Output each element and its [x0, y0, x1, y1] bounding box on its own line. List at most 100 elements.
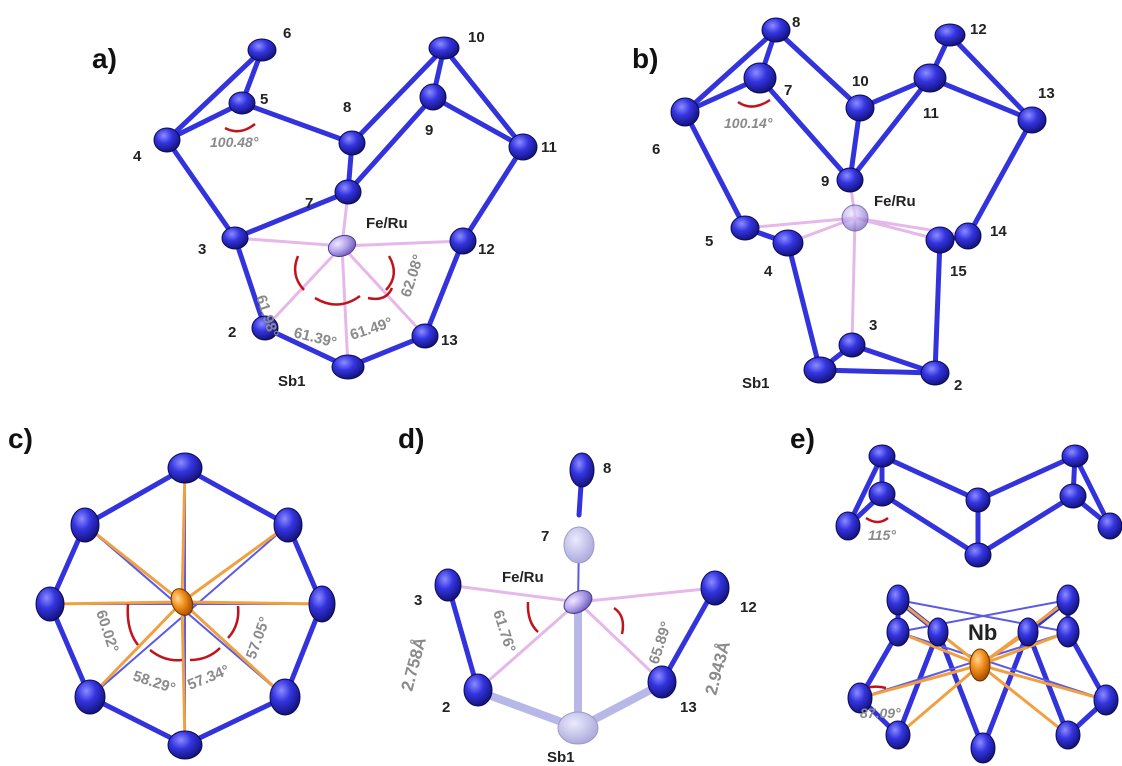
metal-atom [841, 204, 869, 232]
angle-label: 87.09° [860, 705, 901, 721]
atom [569, 452, 595, 488]
atom [411, 323, 439, 349]
atom [449, 227, 477, 255]
metal-label: Nb [968, 620, 997, 645]
panel-c-arcs [126, 603, 240, 662]
atom-label: 12 [740, 599, 757, 616]
atom [434, 568, 462, 602]
atom-label: 7 [541, 528, 549, 545]
atom [428, 36, 460, 60]
atom [251, 315, 279, 341]
metal-atom [327, 234, 357, 258]
panel-e-complex-atoms [847, 584, 1119, 764]
panel-e-ring-arcs [865, 516, 889, 524]
angle-label: 100.48° [210, 134, 259, 150]
atom-label: 2 [228, 324, 236, 341]
atom [1059, 483, 1087, 509]
atom-label: 13 [1038, 85, 1055, 102]
panel-d-angle-labels: 61.76° 65.89° 2.758Å 2.943Å [398, 608, 735, 697]
atom-label: 5 [260, 91, 268, 108]
atom [836, 167, 864, 193]
panel-b: b) [632, 14, 1055, 394]
atom [803, 356, 837, 384]
atom [954, 222, 982, 250]
atom [868, 444, 896, 468]
atom-label: 10 [468, 29, 485, 46]
atom [927, 617, 949, 647]
atom [273, 507, 303, 543]
atom-label: 3 [414, 592, 422, 609]
panel-a-label: a) [92, 43, 117, 74]
atom [761, 17, 791, 43]
atom-label: 2 [954, 377, 962, 394]
atom [730, 215, 760, 241]
atom-label: 6 [652, 141, 660, 158]
panel-a: a) [92, 25, 557, 390]
atom-label: 9 [821, 173, 829, 190]
atom-ghost [563, 526, 595, 564]
distance-label: 2.943Å [702, 639, 735, 697]
atom-label: 10 [852, 73, 869, 90]
angle-label: 62.08° [398, 253, 428, 300]
atom-label: 7 [305, 195, 313, 212]
atom [419, 83, 447, 111]
atom [868, 481, 896, 507]
atom [1061, 444, 1089, 468]
panel-c: c) 60.02° 58.29° [8, 423, 336, 760]
atom [228, 91, 256, 115]
panel-e: e) 115° [790, 423, 1122, 764]
atom [925, 226, 955, 254]
atom [463, 673, 493, 707]
atom [965, 487, 991, 513]
panel-b-metal-bonds [744, 179, 969, 346]
panel-b-angle-labels: 100.14° [724, 115, 773, 131]
atom-label: 8 [343, 99, 351, 116]
atom [1017, 617, 1039, 647]
metal-atom [563, 590, 593, 614]
panel-d: d) 8 7 3 [398, 423, 757, 766]
panel-d-label: d) [398, 423, 424, 454]
atom [970, 732, 996, 764]
atom [670, 97, 700, 127]
atom [934, 23, 966, 47]
atom-label: 12 [478, 241, 495, 258]
panel-c-metal-bonds [49, 467, 323, 746]
atom [772, 229, 804, 257]
metal-label: Fe/Ru [502, 569, 544, 586]
atom [35, 586, 65, 622]
angle-label: 65.89° [646, 620, 676, 667]
atom [920, 360, 950, 386]
atom [886, 617, 910, 647]
atom-label: 6 [283, 25, 291, 42]
atom [1056, 616, 1080, 648]
panel-d-arcs [526, 601, 625, 635]
atom-label: 5 [705, 233, 713, 250]
atom [167, 730, 203, 760]
atom-label: 11 [923, 105, 939, 122]
atom-label: 8 [603, 460, 611, 477]
atom-label: Sb1 [278, 373, 306, 390]
panel-a-bonds [163, 42, 527, 370]
atom [743, 62, 777, 94]
atom [331, 354, 365, 380]
panel-c-label: c) [8, 423, 33, 454]
panel-c-atoms [35, 452, 336, 760]
atom-label: Sb1 [742, 375, 770, 392]
atom [74, 679, 106, 715]
atom-label: 3 [198, 241, 206, 258]
atom-label: 13 [441, 332, 458, 349]
atom [647, 665, 677, 699]
panel-b-arcs [737, 98, 771, 108]
atom-label: 9 [425, 122, 433, 139]
atom-label: 3 [869, 317, 877, 334]
atom-label: 15 [950, 263, 967, 280]
atom [1097, 512, 1122, 540]
atom-label: 13 [680, 699, 697, 716]
panel-a-atom-labels: 6 5 4 8 10 9 11 7 3 12 2 13 Sb1 Fe/Ru [133, 25, 557, 390]
atom [334, 179, 362, 205]
angle-label: 115° [868, 527, 896, 543]
panel-b-atom-labels: 8 7 12 10 11 13 6 9 5 4 14 15 3 Sb1 2 Fe… [652, 14, 1055, 394]
atom-label: 8 [792, 14, 800, 31]
panel-a-arcs [224, 123, 395, 306]
